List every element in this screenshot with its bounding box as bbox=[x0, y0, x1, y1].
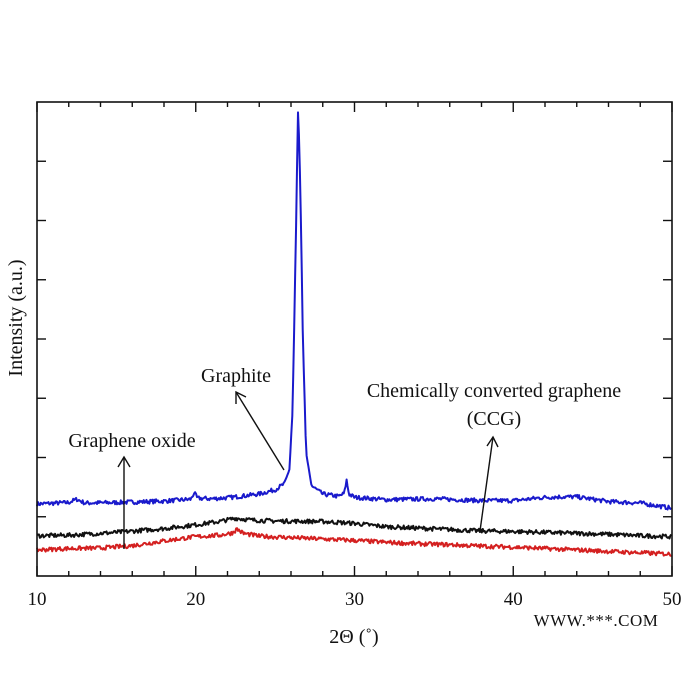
x-tick-labels: 10 20 30 40 50 bbox=[28, 589, 682, 610]
arrow-ccg bbox=[479, 436, 494, 532]
annotation-layer: Graphite Chemically converted graphene (… bbox=[68, 365, 621, 549]
tick-layer bbox=[36, 102, 673, 576]
x-tick-label: 50 bbox=[663, 589, 682, 610]
x-tick-label: 10 bbox=[28, 589, 47, 610]
x-tick-label: 20 bbox=[186, 589, 205, 610]
watermark-text: WWW.***.COM bbox=[534, 611, 659, 630]
x-tick-label: 40 bbox=[504, 589, 523, 610]
series-line-ccg bbox=[36, 516, 673, 540]
y-axis-title: Intensity (a.u.) bbox=[5, 259, 27, 376]
x-axis-title: 2Θ (˚) bbox=[329, 626, 378, 648]
annotation-graphene-oxide: Graphene oxide bbox=[68, 430, 195, 452]
arrow-ccg-head bbox=[486, 435, 499, 448]
plot-frame bbox=[36, 101, 673, 577]
x-tick-label: 30 bbox=[345, 589, 364, 610]
series-layer bbox=[36, 111, 673, 557]
annotation-graphite: Graphite bbox=[201, 365, 271, 387]
series-line-graphite bbox=[36, 111, 673, 511]
arrow-graphene-oxide-head bbox=[117, 455, 131, 468]
series-line-graphene_oxide bbox=[36, 527, 672, 557]
arrow-graphite bbox=[235, 391, 285, 471]
annotation-ccg-line1: Chemically converted graphene bbox=[367, 380, 621, 402]
annotation-ccg-line2: (CCG) bbox=[467, 408, 521, 430]
arrow-graphite-head bbox=[235, 390, 247, 404]
